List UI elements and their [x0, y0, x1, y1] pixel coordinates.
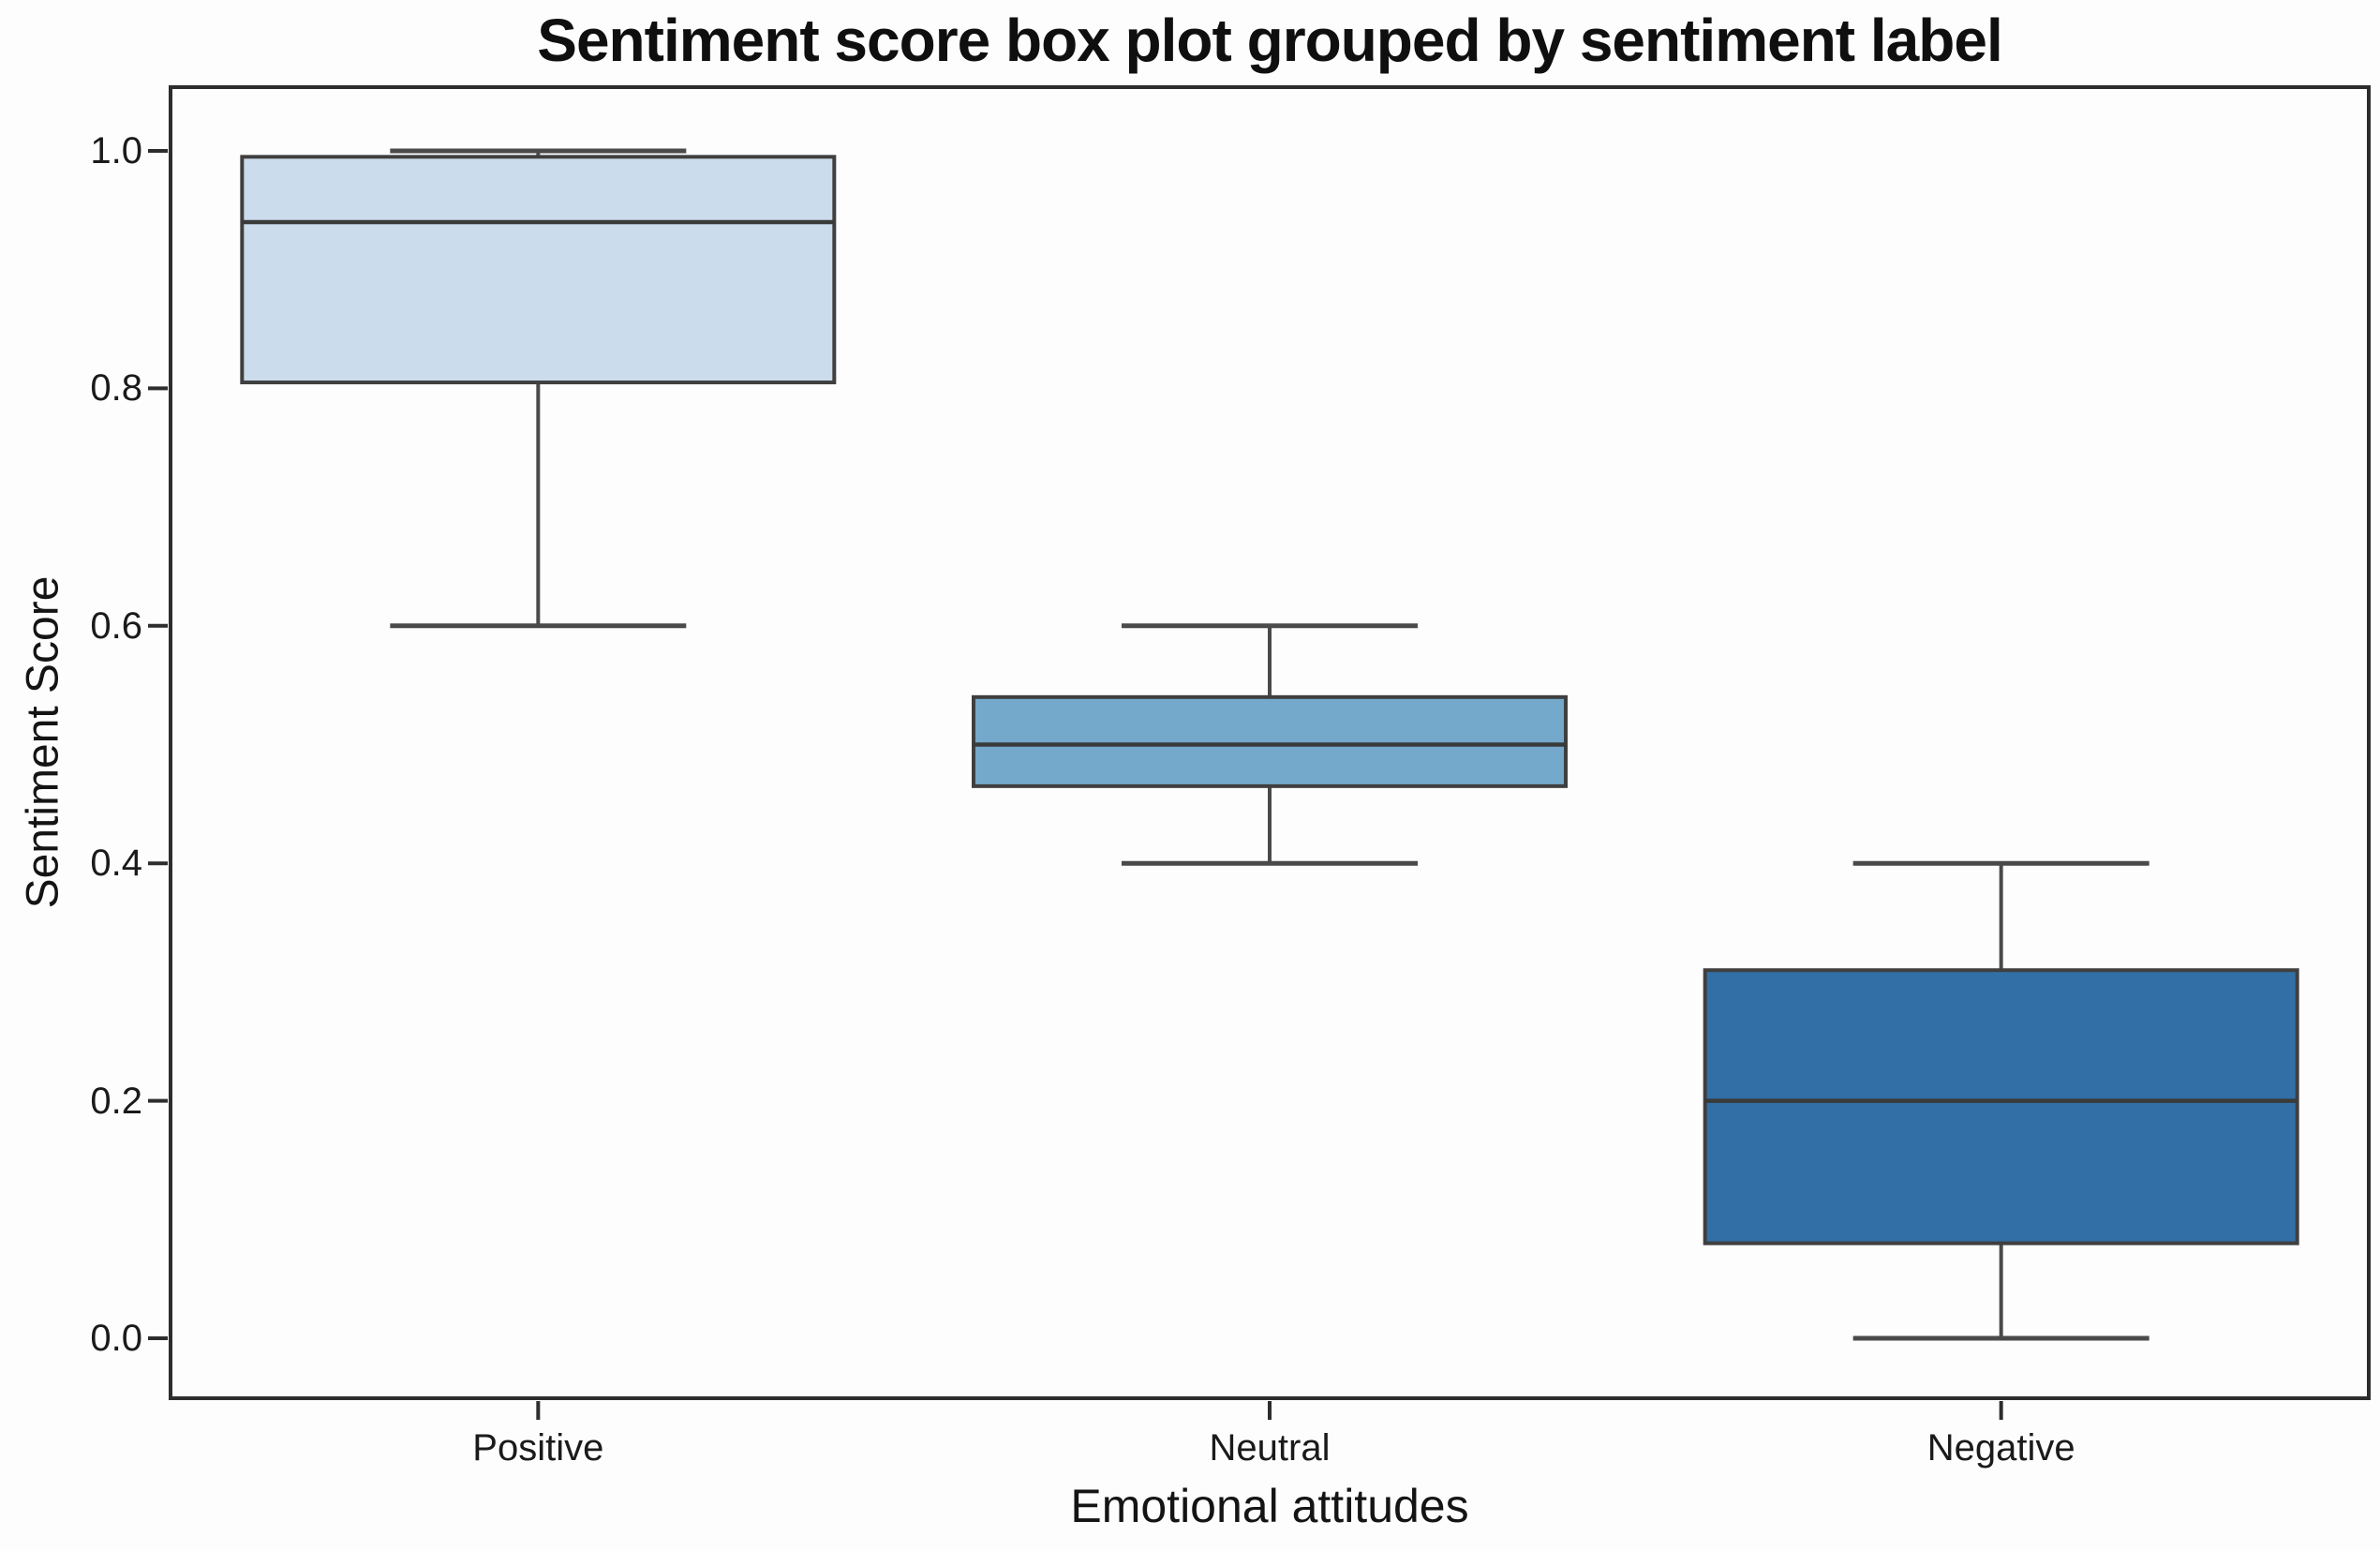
iqr-box [972, 694, 1568, 788]
x-tick-label-positive: Positive [472, 1427, 604, 1469]
x-tick-label-neutral: Neutral [1209, 1427, 1331, 1469]
y-tick-label-0.6: 0.6 [90, 604, 142, 647]
plot-area [148, 85, 2371, 1420]
y-tick-label-0.4: 0.4 [90, 843, 142, 885]
iqr-box [240, 155, 837, 385]
box-group-negative [1703, 860, 2299, 1341]
y-tick-label-1.0: 1.0 [90, 130, 142, 172]
boxplot-canvas [148, 148, 2299, 1420]
chart-title: Sentiment score box plot grouped by sent… [537, 7, 2002, 74]
y-tick-label-0.2: 0.2 [90, 1080, 142, 1122]
box-group-neutral [972, 623, 1568, 866]
x-axis-title: Emotional attitudes [1070, 1480, 1469, 1532]
y-tick-label-0.8: 0.8 [90, 367, 142, 410]
y-tick-label-0.0: 0.0 [90, 1318, 142, 1359]
x-tick-label-negative: Negative [1926, 1427, 2075, 1469]
iqr-box [1703, 968, 2299, 1245]
box-group-positive [240, 148, 837, 629]
